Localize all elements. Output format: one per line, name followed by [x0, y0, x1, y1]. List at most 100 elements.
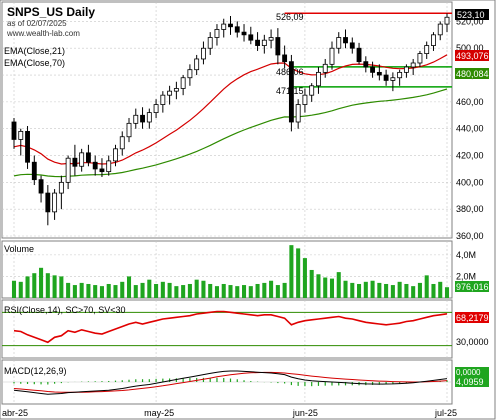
candle-body	[329, 47, 335, 65]
candle-body	[126, 122, 132, 138]
volume-bar	[106, 283, 111, 298]
support-level-label-2: 471,15	[276, 86, 304, 96]
volume-bar	[417, 282, 422, 298]
candle	[31, 155, 37, 186]
candle-body	[153, 104, 159, 114]
candle	[424, 41, 430, 59]
volume-bar	[269, 280, 274, 298]
candle	[113, 144, 118, 167]
candle	[417, 50, 423, 68]
macd-layer	[2, 370, 452, 395]
candle	[383, 69, 389, 86]
candle	[376, 64, 382, 81]
volume-bar	[302, 258, 307, 298]
candle	[228, 16, 233, 35]
volume-bar	[11, 280, 17, 298]
candle-body	[234, 26, 240, 33]
volume-bar	[363, 281, 368, 298]
ema21-legend: EMA(Close,21)	[4, 46, 65, 56]
candle	[119, 131, 125, 156]
candle-body	[173, 88, 179, 92]
candle-body	[45, 192, 51, 213]
volume-bar	[404, 283, 409, 298]
ema70-legend: EMA(Close,70)	[4, 58, 65, 68]
candle-body	[79, 152, 85, 167]
pane-frame-vol	[1, 240, 453, 299]
candle-body	[85, 152, 91, 163]
candle-body	[92, 161, 98, 170]
candle	[410, 58, 416, 76]
candle-body	[356, 47, 362, 63]
candle	[180, 75, 186, 96]
candle	[397, 69, 403, 86]
candle-body	[140, 114, 145, 123]
rsi-line	[13, 310, 448, 344]
candle	[221, 18, 227, 38]
candle	[99, 158, 105, 177]
rsi-tag: 68,2179	[456, 313, 489, 323]
candle	[65, 155, 71, 190]
candle-body	[214, 29, 220, 38]
volume-bar	[187, 283, 192, 298]
volume-bar	[411, 286, 416, 298]
price-tick-label: 380,00	[456, 204, 484, 214]
candle-body	[65, 157, 71, 183]
candle-body	[295, 104, 301, 123]
candle-body	[343, 37, 348, 44]
volume-bar	[208, 283, 213, 298]
candle	[282, 45, 288, 69]
candle-body	[31, 161, 37, 181]
candle-body	[99, 168, 105, 173]
volume-series	[11, 245, 450, 298]
candle	[160, 91, 166, 113]
candle	[194, 54, 200, 76]
candle	[248, 26, 254, 45]
candle-body	[228, 23, 233, 28]
candle-body	[397, 71, 403, 79]
candle-body	[72, 157, 78, 167]
candle	[255, 32, 260, 51]
x-tick-label: abr-25	[2, 408, 28, 418]
volume-bar	[39, 267, 44, 298]
candle-body	[316, 71, 321, 87]
volume-bar	[174, 286, 179, 298]
last-price-tag: 523,10	[457, 10, 485, 20]
volume-bar	[45, 273, 50, 298]
candlestick-series	[11, 13, 450, 226]
volume-pane-title: Volume	[4, 244, 34, 254]
candle	[309, 83, 315, 102]
macd-line	[13, 370, 448, 395]
candle	[167, 85, 173, 105]
ema21-layer	[13, 54, 448, 165]
candle-body	[288, 61, 294, 123]
candle	[370, 61, 376, 78]
volume-bar	[72, 285, 77, 298]
candle-body	[410, 62, 416, 68]
candle	[126, 117, 132, 143]
volume-bar	[25, 276, 30, 298]
price-tick-label: 500,00	[456, 43, 484, 53]
price-tick-label: 460,00	[456, 97, 484, 107]
candle-body	[376, 71, 382, 76]
candle-body	[180, 77, 186, 89]
candle-body	[417, 53, 423, 64]
candle	[85, 144, 91, 167]
volume-tick-label: 4,0M	[456, 250, 476, 260]
candle-body	[261, 39, 267, 46]
candle-body	[106, 160, 112, 173]
candle	[201, 41, 206, 65]
ema21-tag-bg	[455, 50, 489, 61]
chart-title: SNPS_US Daily	[7, 5, 95, 19]
volume-bar	[438, 281, 443, 298]
volume-bar	[18, 281, 23, 298]
candle	[363, 56, 369, 73]
candle	[45, 185, 51, 226]
candle	[316, 67, 321, 94]
candle	[275, 28, 281, 65]
candle	[322, 58, 328, 78]
candle	[437, 21, 443, 41]
candle	[207, 32, 213, 55]
candle-body	[187, 69, 193, 79]
candle	[79, 148, 85, 172]
